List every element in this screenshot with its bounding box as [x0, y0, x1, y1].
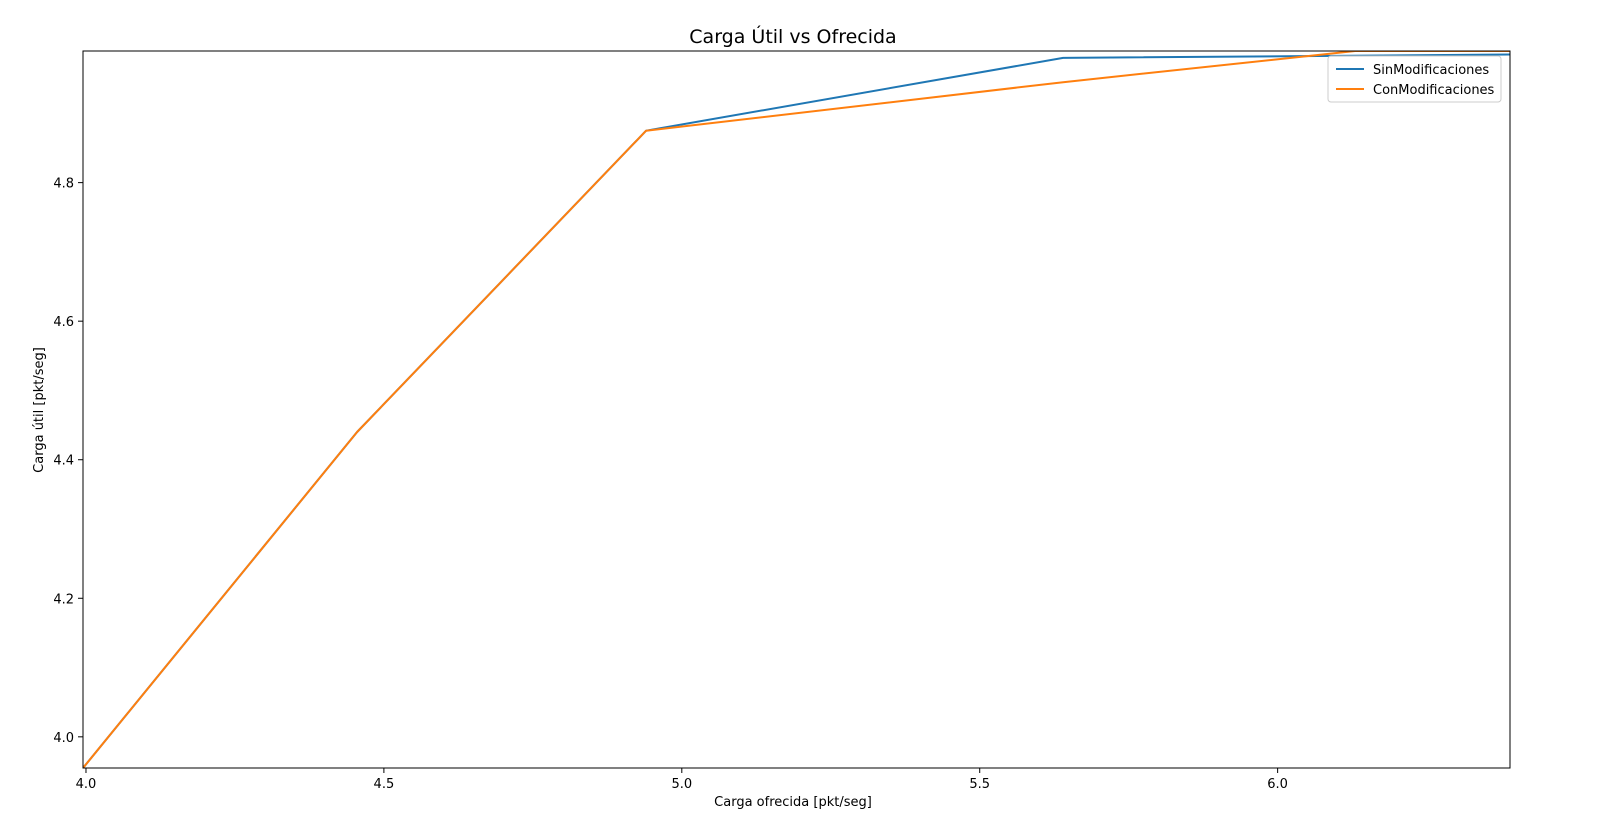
- x-tick-label: 4.5: [374, 777, 395, 792]
- y-tick-label: 4.4: [53, 454, 74, 469]
- legend-entry-conmodificaciones: ConModificaciones: [1373, 83, 1495, 98]
- axes-spines: [82, 50, 1511, 769]
- legend: SinModificaciones ConModificaciones: [1327, 55, 1502, 103]
- series-line-conmodificaciones: [83, 51, 1510, 768]
- series-layer: [83, 51, 1510, 768]
- y-tick-label: 4.0: [53, 731, 74, 746]
- plot-area: [83, 51, 1510, 768]
- x-axis-ticks: 4.0 4.5 5.0 5.5 6.0: [76, 768, 1288, 792]
- axes-frame: [82, 50, 1511, 769]
- y-axis-label: Carga útil [pkt/seg]: [32, 347, 47, 473]
- y-tick-label: 4.6: [53, 315, 74, 330]
- x-axis-label: Carga ofrecida [pkt/seg]: [714, 795, 872, 810]
- x-tick-label: 4.0: [76, 777, 97, 792]
- x-tick-label: 5.5: [969, 777, 990, 792]
- x-tick-label: 5.0: [671, 777, 692, 792]
- y-tick-label: 4.8: [53, 177, 74, 192]
- legend-entry-sinmodificaciones: SinModificaciones: [1373, 63, 1489, 78]
- x-tick-label: 6.0: [1267, 777, 1288, 792]
- y-axis-ticks: 4.0 4.2 4.4 4.6 4.8: [53, 177, 83, 746]
- legend-box: [1327, 55, 1502, 103]
- y-tick-label: 4.2: [53, 592, 74, 607]
- chart-title: Carga Útil vs Ofrecida: [689, 24, 896, 48]
- plot-background: [83, 51, 1510, 768]
